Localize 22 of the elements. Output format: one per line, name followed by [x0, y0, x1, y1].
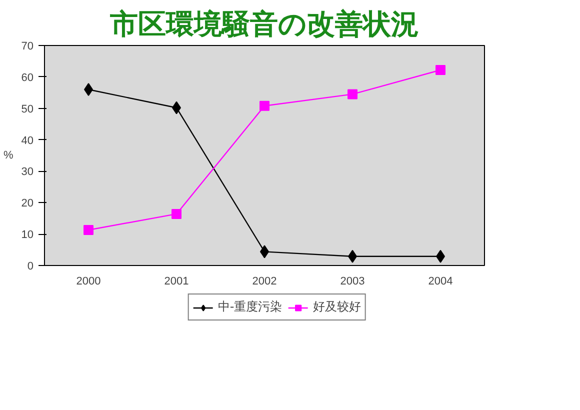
- point: [436, 65, 446, 76]
- y-tick-label: 50: [21, 103, 34, 116]
- y-tick-label: 20: [21, 198, 34, 210]
- point: [348, 89, 358, 100]
- legend-label: 中-重度污染: [218, 298, 282, 316]
- x-tick-label: 2003: [340, 276, 365, 288]
- y-axis-title: %: [3, 150, 14, 162]
- legend-label: 好及较好: [313, 298, 362, 316]
- x-tick-label: 2000: [76, 276, 101, 288]
- point: [84, 224, 94, 235]
- y-tick-label: 30: [21, 166, 34, 178]
- y-tick-label: 40: [21, 134, 34, 147]
- x-tick-label: 2002: [252, 276, 277, 288]
- point: [260, 100, 270, 111]
- point: [172, 208, 182, 219]
- y-tick-label: 0: [27, 260, 34, 272]
- x-tick-label: 2004: [428, 276, 453, 288]
- y-tick-label: 10: [21, 229, 34, 242]
- chart-title: 市区環境騒音の改善状況: [109, 8, 419, 40]
- y-tick-label: 70: [21, 40, 34, 52]
- x-tick-label: 2001: [164, 276, 189, 288]
- y-tick-label: 60: [21, 72, 34, 84]
